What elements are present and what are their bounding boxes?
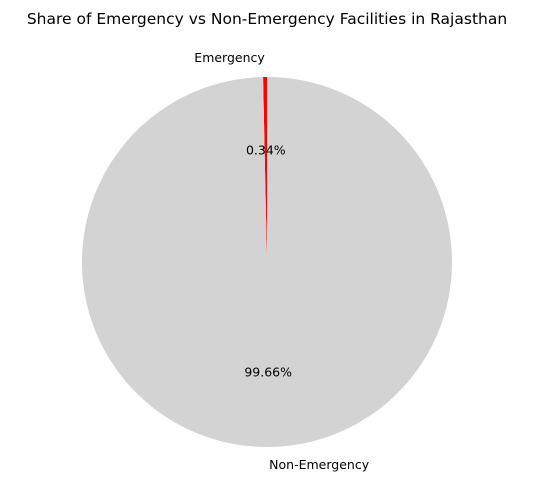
- slice-percent-non-emergency: 99.66%: [244, 364, 292, 379]
- slice-label-emergency: Emergency: [194, 50, 265, 65]
- pie-plot-area: [82, 77, 453, 448]
- pie-slice-emergency: [263, 77, 267, 262]
- slice-label-non-emergency: Non-Emergency: [269, 457, 370, 472]
- slice-percent-emergency: 0.34%: [246, 143, 286, 158]
- pie-slice-non-emergency: [82, 77, 453, 448]
- chart-title: Share of Emergency vs Non-Emergency Faci…: [27, 10, 507, 28]
- pie-labels: Emergency 0.34% Non-Emergency 99.66%: [194, 50, 369, 472]
